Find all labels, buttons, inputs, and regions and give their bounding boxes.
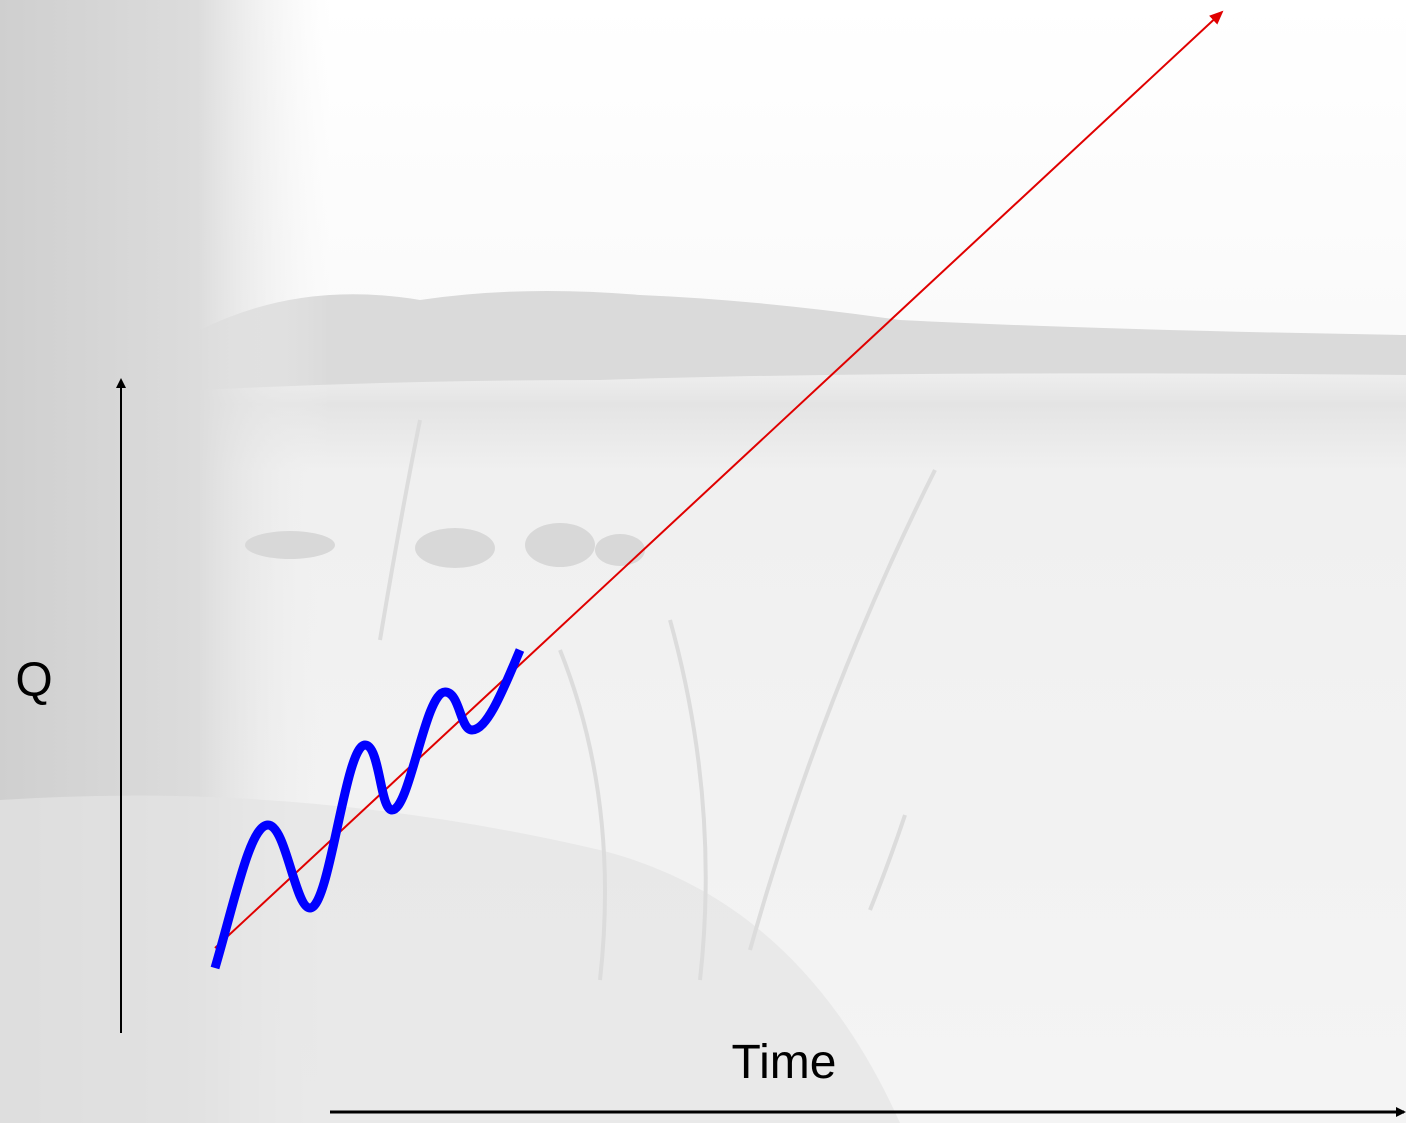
x-axis-label: Time [732, 1036, 837, 1089]
y-axis-label: Q [15, 654, 52, 707]
fluctuating-line [210, 648, 525, 970]
